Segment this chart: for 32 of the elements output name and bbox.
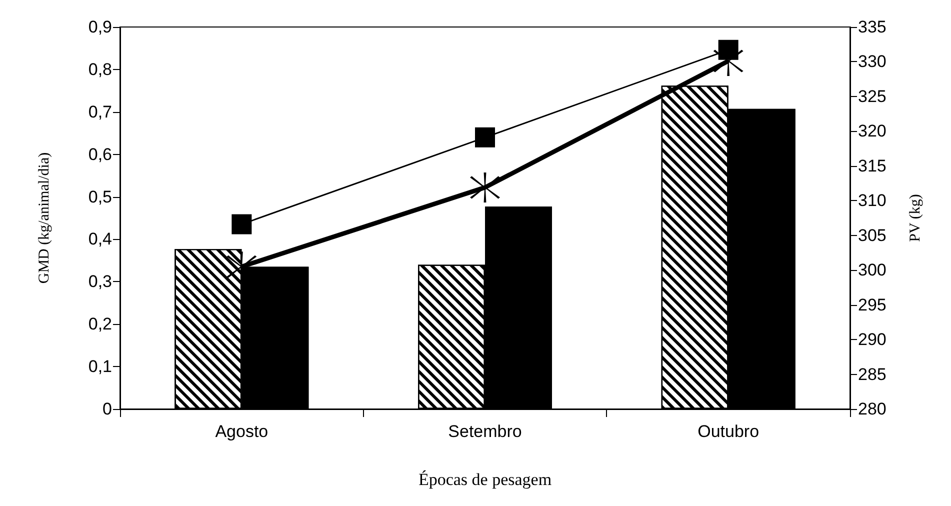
- point: [232, 214, 252, 234]
- point: [470, 172, 500, 202]
- y-tick-label: 0,1: [88, 357, 112, 376]
- x-tick-label: Setembro: [448, 422, 522, 441]
- y-tick-label: 0,6: [88, 144, 112, 164]
- y-axis-title: GMD (kg/animal/dia): [36, 152, 52, 284]
- y-tick-label: 0,8: [88, 60, 112, 79]
- y-tick-label: 0,5: [88, 187, 112, 206]
- y2-axis-title: PV (kg): [908, 194, 924, 242]
- y-tick-label: 0,4: [88, 230, 112, 249]
- y2-tick-label: 285: [858, 364, 886, 384]
- x-tick-label: Outubro: [698, 422, 760, 441]
- x-axis-title: Épocas de pesagem: [418, 470, 552, 489]
- y-tick-label: 0,3: [88, 272, 112, 292]
- point: [475, 127, 495, 148]
- y-tick-label: 0,2: [88, 314, 112, 334]
- y-tick-label: 0: [102, 400, 112, 418]
- y2-tick-label: 305: [858, 226, 886, 245]
- y-tick-label: 0,7: [88, 102, 112, 122]
- y2-tick-label: 295: [858, 295, 886, 314]
- y2-tick-label: 335: [858, 18, 886, 36]
- y2-tick-label: 330: [858, 52, 886, 72]
- y2-tick-label: 325: [858, 86, 886, 106]
- y2-tick-label: 320: [858, 122, 886, 141]
- y2-tick-label: 290: [858, 330, 886, 350]
- point: [226, 252, 257, 282]
- y2-tick-label: 315: [858, 156, 886, 176]
- x-tick-label: Agosto: [215, 422, 268, 441]
- y2-tick-label: 300: [858, 260, 886, 280]
- y2-tick-label: 310: [858, 191, 886, 210]
- y-tick-label: 0,9: [88, 18, 112, 36]
- y2-tick-label: 280: [858, 400, 886, 418]
